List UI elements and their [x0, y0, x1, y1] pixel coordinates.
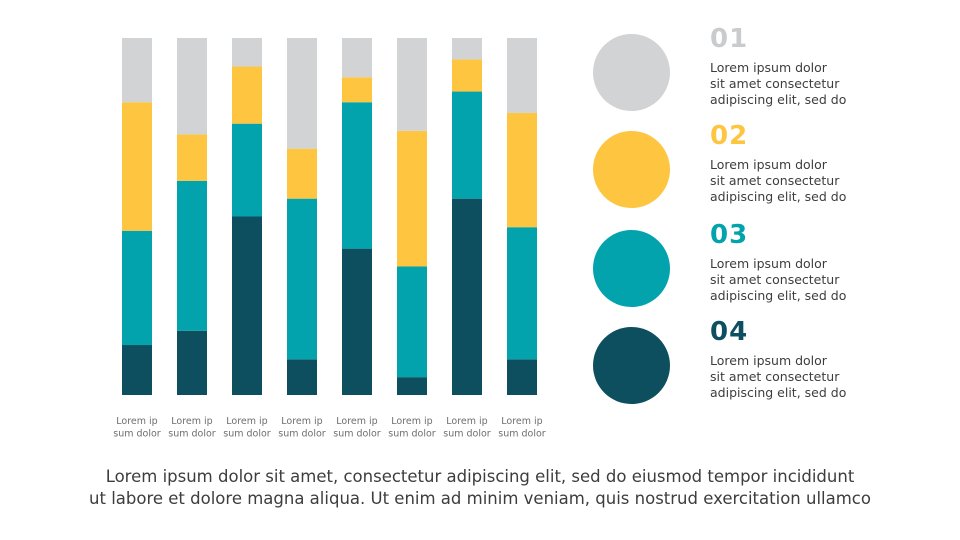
legend-line: Lorem ipsum dolor	[710, 256, 827, 271]
bar-segment-01-cat-3	[232, 38, 262, 67]
bar-segment-04-cat-2	[177, 330, 207, 395]
x-tick-labels: Lorem ip sum dolor Lorem ip sum dolor Lorem …	[113, 416, 546, 440]
x-tick-label: Lorem ip	[226, 416, 267, 427]
bar-segment-03-cat-3	[232, 123, 262, 217]
legend-number-03: 03	[710, 220, 749, 250]
legend-number-04: 04	[710, 317, 749, 347]
legend-line: sit amet consectetur	[710, 271, 840, 287]
bar-segment-02-cat-2	[177, 134, 207, 181]
x-tick-label: Lorem ip	[446, 416, 487, 427]
bar-segment-01-cat-2	[177, 38, 207, 135]
bar-segment-02-cat-8	[507, 112, 537, 228]
bar-segment-02-cat-3	[232, 66, 262, 124]
x-tick-label: Lorem ip	[171, 416, 212, 427]
bar-segment-01-cat-6	[397, 38, 427, 131]
legend-circle-01	[593, 34, 670, 111]
x-tick-label: sum dolor	[168, 429, 216, 440]
bar-segment-01-cat-4	[287, 38, 317, 149]
x-tick-label: Lorem ip	[116, 416, 157, 427]
legend-circle-02	[593, 131, 670, 208]
bar-segment-02-cat-5	[342, 77, 372, 103]
legend-line: adipiscing elit, sed do	[710, 91, 847, 107]
bar-segment-03-cat-7	[452, 91, 482, 199]
bar-segment-03-cat-8	[507, 227, 537, 360]
bar-segment-01-cat-8	[507, 38, 537, 113]
bar-segment-04-cat-3	[232, 216, 262, 395]
bars-group	[122, 38, 537, 395]
caption-line-1: Lorem ipsum dolor sit amet, consectetur …	[105, 467, 855, 486]
legend-circle-04	[593, 327, 670, 404]
bar-segment-03-cat-1	[122, 230, 152, 346]
legend-description-03: Lorem ipsum dolor sit amet consectetur a…	[710, 256, 910, 303]
bar-segment-04-cat-4	[287, 359, 317, 395]
x-tick-label: Lorem ip	[501, 416, 542, 427]
bar-segment-03-cat-6	[397, 266, 427, 378]
legend-line: adipiscing elit, sed do	[710, 384, 847, 400]
bar-segment-01-cat-5	[342, 38, 372, 78]
bar-segment-03-cat-5	[342, 102, 372, 249]
bar-segment-04-cat-8	[507, 359, 537, 395]
legend-line: sit amet consectetur	[710, 172, 840, 188]
x-tick-label: sum dolor	[333, 429, 381, 440]
legend-line: adipiscing elit, sed do	[710, 287, 847, 303]
legend-number-02: 02	[710, 121, 749, 151]
legend-line: Lorem ipsum dolor	[710, 60, 827, 75]
legend-line: adipiscing elit, sed do	[710, 188, 847, 204]
bar-segment-04-cat-1	[122, 345, 152, 395]
bar-segment-03-cat-2	[177, 180, 207, 331]
x-tick-label: Lorem ip	[281, 416, 322, 427]
x-tick-label: sum dolor	[113, 429, 161, 440]
bar-segment-01-cat-7	[452, 38, 482, 60]
x-tick-label: sum dolor	[498, 429, 546, 440]
legend-circle-03	[593, 230, 670, 307]
bar-segment-02-cat-4	[287, 148, 317, 199]
legend-description-04: Lorem ipsum dolor sit amet consectetur a…	[710, 353, 910, 400]
legend-description-02: Lorem ipsum dolor sit amet consectetur a…	[710, 157, 910, 204]
x-tick-label: Lorem ip	[391, 416, 432, 427]
x-tick-label: sum dolor	[388, 429, 436, 440]
bar-segment-02-cat-7	[452, 59, 482, 92]
x-tick-label: sum dolor	[443, 429, 491, 440]
bar-segment-02-cat-1	[122, 102, 152, 231]
bar-segment-04-cat-5	[342, 248, 372, 395]
legend-line: Lorem ipsum dolor	[710, 157, 827, 172]
legend-number-01: 01	[710, 24, 749, 54]
bar-segment-04-cat-6	[397, 377, 427, 395]
bar-segment-02-cat-6	[397, 130, 427, 267]
legend-line: sit amet consectetur	[710, 368, 840, 384]
caption-line-2: ut labore et dolore magna aliqua. Ut eni…	[89, 489, 871, 508]
legend-line: sit amet consectetur	[710, 75, 840, 91]
legend-line: Lorem ipsum dolor	[710, 353, 827, 368]
bar-segment-03-cat-4	[287, 198, 317, 360]
x-tick-label: sum dolor	[223, 429, 271, 440]
legend-description-01: Lorem ipsum dolor sit amet consectetur a…	[710, 60, 910, 107]
x-tick-label: sum dolor	[278, 429, 326, 440]
bar-segment-01-cat-1	[122, 38, 152, 103]
bar-segment-04-cat-7	[452, 198, 482, 395]
x-tick-label: Lorem ip	[336, 416, 377, 427]
